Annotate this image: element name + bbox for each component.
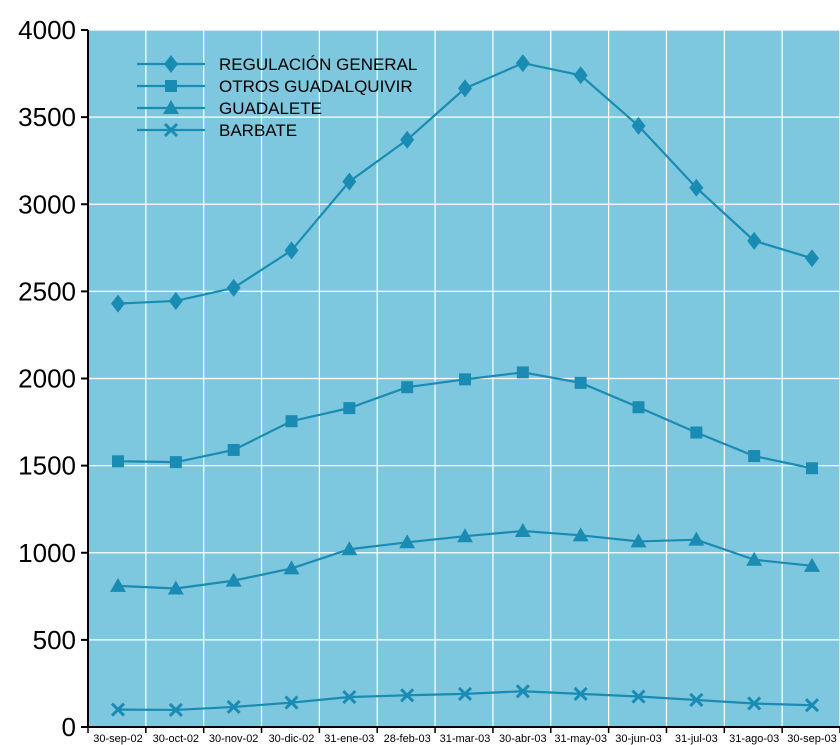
data-point-triangle [688,531,705,546]
series-layer [110,54,820,717]
data-point-x [168,702,183,717]
series-1 [112,366,818,475]
y-tick-label: 4000 [18,15,76,45]
y-tick-label: 1000 [18,538,76,568]
x-tick-label: 30-abr-03 [499,733,547,745]
legend-marker-triangle [163,100,179,114]
data-point-x [284,695,299,710]
legend-item: REGULACIÓN GENERAL [137,55,417,74]
legend-marker-x [163,122,179,138]
data-point-diamond [515,54,530,73]
data-point-diamond [631,116,646,135]
x-tick-label: 30-jun-03 [615,733,661,745]
x-tick-label: 30-oct-02 [153,733,199,745]
axes [81,29,840,733]
x-tick-label: 30-sep-02 [93,733,143,745]
data-point-x [457,686,473,701]
y-tick-label: 0 [62,712,76,742]
data-point-diamond [458,79,472,98]
data-point-square [632,401,645,414]
data-point-x [400,688,415,703]
data-point-x [573,686,588,701]
data-point-x [110,702,126,717]
y-tick-label: 2500 [18,276,76,306]
data-point-triangle [110,577,126,592]
y-tick-label: 3000 [18,189,76,219]
data-point-triangle [341,541,358,556]
data-point-triangle [167,580,184,595]
legend: REGULACIÓN GENERAL OTROS GUADALQUIVIR GUAD… [137,55,417,140]
data-point-diamond [689,178,704,197]
data-point-square [169,456,182,469]
data-point-x [631,689,646,704]
x-axis-ticks: 30-sep-02 30-oct-02 30-nov-02 30-dic-02 31-e… [93,733,837,745]
data-point-diamond [284,241,299,260]
data-point-triangle [225,572,242,587]
data-point-x [689,692,704,708]
data-point-square [574,376,587,389]
x-tick-label: 31-jul-03 [675,733,718,745]
data-point-diamond [747,231,762,250]
data-point-square [227,443,240,456]
data-point-x [747,696,762,711]
legend-item: OTROS GUADALQUIVIR [137,77,413,96]
data-point-diamond [573,66,588,85]
data-point-x [515,684,530,699]
data-point-square [459,373,471,386]
data-point-triangle [283,560,300,575]
y-tick-label: 500 [33,625,76,655]
legend-item: GUADALETE [137,99,322,118]
legend-label: BARBATE [219,121,297,140]
series-0 [111,54,819,313]
y-tick-label: 3500 [18,102,76,132]
data-point-triangle [572,527,589,542]
legend-label: GUADALETE [219,99,322,118]
data-point-square [690,426,703,439]
legend-marker-square [165,80,177,92]
gridlines [88,29,840,727]
data-point-diamond [805,249,819,268]
data-point-square [806,462,818,475]
data-point-x [342,689,357,705]
y-tick-label: 2000 [18,364,76,394]
data-point-square [748,450,761,463]
legend-marker-diamond [164,55,178,73]
x-tick-label: 28-feb-03 [384,733,431,745]
legend-label: OTROS GUADALQUIVIR [219,77,413,96]
data-point-triangle [514,522,531,537]
series-3 [110,684,820,717]
data-point-diamond [400,130,415,149]
x-tick-label: 30-dic-02 [269,733,315,745]
series-2 [110,522,820,595]
y-axis-ticks: 0 500 1000 1500 2000 2500 3000 3500 4000 [18,15,76,742]
data-point-square [343,402,356,415]
x-tick-label: 30-nov-02 [209,733,259,745]
data-point-square [285,415,298,428]
data-point-x [804,698,820,713]
legend-label: REGULACIÓN GENERAL [219,55,417,74]
data-point-triangle [399,534,416,549]
x-tick-label: 31-may-03 [554,733,607,745]
legend-item: BARBATE [137,121,297,140]
x-tick-label: 31-ene-03 [324,733,374,745]
data-point-square [401,381,414,394]
data-point-square [112,455,124,468]
data-point-triangle [746,551,763,566]
y-tick-label: 1500 [18,451,76,481]
data-point-triangle [804,557,820,572]
data-point-diamond [111,294,125,313]
data-point-diamond [168,291,183,310]
data-point-square [516,366,529,379]
data-point-diamond [342,172,357,191]
x-tick-label: 31-ago-03 [729,733,779,745]
data-point-diamond [226,278,241,297]
x-tick-label: 30-sep-03 [787,733,837,745]
data-point-triangle [630,533,647,548]
data-point-x [226,699,241,715]
x-tick-label: 31-mar-03 [440,733,491,745]
data-point-triangle [457,528,473,543]
